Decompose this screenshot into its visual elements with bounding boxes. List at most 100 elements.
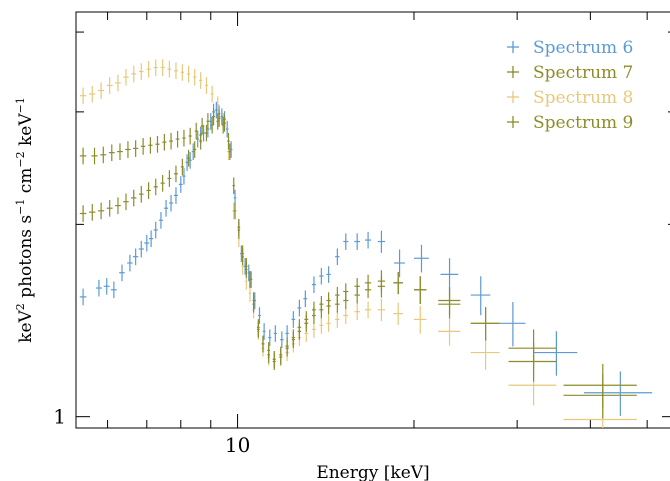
data-point — [79, 87, 87, 105]
data-point — [79, 288, 87, 306]
data-point — [272, 353, 276, 370]
series-spectrum-6 — [79, 101, 653, 416]
data-point — [297, 299, 302, 317]
data-point — [438, 286, 461, 315]
data-point — [261, 335, 265, 353]
legend-label: Spectrum 8 — [533, 88, 633, 108]
data-point — [138, 240, 144, 258]
data-point — [335, 311, 340, 328]
data-point — [115, 197, 121, 215]
y-axis-ticks — [76, 31, 670, 418]
data-point — [140, 138, 146, 155]
data-point — [158, 212, 163, 229]
data-point — [563, 398, 637, 428]
data-point — [199, 132, 203, 150]
data-point — [225, 120, 229, 138]
data-point — [394, 249, 405, 278]
data-point — [153, 221, 158, 239]
x-axis-ticks — [107, 12, 648, 428]
legend-item: Spectrum 9 — [507, 113, 633, 133]
data-point — [205, 77, 208, 94]
data-point — [144, 234, 150, 252]
data-point — [470, 276, 491, 316]
x-axis-label: Energy [keV] — [316, 463, 429, 481]
data-point — [180, 158, 184, 176]
plot-frame — [75, 11, 670, 429]
data-point — [438, 317, 461, 346]
data-point — [95, 279, 102, 297]
data-point — [311, 276, 317, 293]
data-point — [217, 110, 221, 127]
data-point — [499, 301, 526, 347]
data-point — [440, 258, 459, 292]
data-point — [155, 136, 160, 153]
legend-label: Spectrum 7 — [533, 63, 633, 83]
data-point — [210, 85, 214, 103]
data-point — [280, 331, 284, 349]
data-point — [212, 108, 215, 125]
data-point — [297, 319, 302, 336]
data-point — [508, 329, 557, 369]
data-point — [258, 307, 261, 324]
data-point — [187, 65, 191, 83]
data-point — [162, 133, 167, 151]
data-point — [131, 65, 137, 83]
data-point — [119, 264, 125, 282]
data-point — [354, 286, 360, 304]
data-point — [214, 101, 218, 119]
data-point — [123, 193, 129, 211]
data-point — [470, 307, 500, 341]
data-point — [132, 140, 139, 157]
data-point — [583, 371, 653, 416]
data-point — [139, 63, 144, 80]
data-point — [103, 278, 110, 295]
data-point — [393, 271, 403, 295]
data-point — [148, 230, 154, 248]
data-point — [89, 85, 96, 103]
data-point — [175, 130, 180, 148]
data-point — [470, 336, 500, 370]
data-series — [79, 59, 653, 428]
data-point — [354, 303, 360, 321]
data-point — [193, 68, 197, 86]
data-point — [377, 275, 386, 298]
data-point — [125, 141, 131, 158]
data-point — [123, 68, 129, 86]
data-point — [100, 146, 107, 164]
data-point — [153, 178, 158, 196]
data-point — [169, 132, 174, 150]
data-point — [563, 363, 637, 409]
data-point — [91, 147, 98, 165]
data-point — [393, 302, 403, 325]
data-point — [343, 292, 349, 309]
data-point — [303, 290, 308, 308]
legend-item: Spectrum 8 — [507, 88, 633, 108]
data-point — [365, 231, 372, 249]
y-tick-label-1: 1 — [53, 405, 66, 429]
data-point — [245, 261, 248, 278]
data-point — [174, 62, 178, 80]
data-point — [206, 113, 210, 130]
series-spectrum-9 — [79, 113, 637, 419]
data-point — [413, 305, 427, 334]
data-point — [377, 230, 386, 253]
data-point — [187, 149, 191, 167]
legend-item: Spectrum 6 — [507, 38, 633, 58]
data-point — [106, 77, 113, 94]
data-point — [413, 276, 427, 304]
data-point — [223, 115, 226, 132]
data-point — [146, 60, 151, 78]
data-point — [79, 205, 87, 222]
data-point — [508, 366, 557, 406]
data-point — [319, 317, 324, 334]
data-point — [343, 307, 349, 324]
data-point — [199, 72, 203, 89]
data-point — [178, 176, 183, 193]
data-point — [335, 295, 340, 313]
data-point — [193, 141, 197, 158]
data-point — [174, 165, 178, 183]
legend-item: Spectrum 7 — [507, 63, 633, 83]
data-point — [210, 116, 214, 134]
data-point — [188, 127, 192, 145]
data-point — [237, 221, 241, 239]
